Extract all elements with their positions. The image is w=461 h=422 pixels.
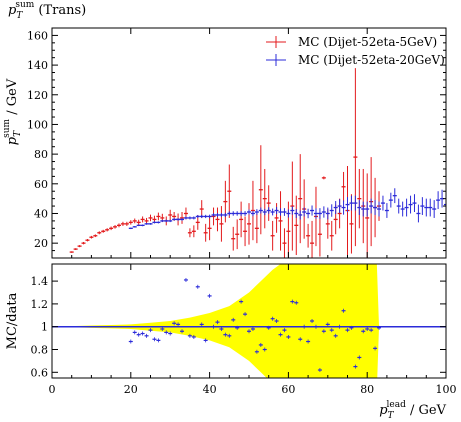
upper-ytick-label-5: 120: [27, 89, 48, 102]
x-tick-label-1: 20: [124, 383, 138, 396]
legend-label-20gev: MC (Dijet-52eta-20GeV): [298, 53, 445, 67]
x-label-sup: lead: [387, 400, 407, 410]
legend-entry-5gev: MC (Dijet-52eta-5GeV): [266, 35, 437, 49]
upper-ytick-label-1: 40: [34, 207, 48, 220]
upper-y-axis-label: pTsum / GeV: [2, 78, 23, 145]
upper-y-label-rest: / GeV: [5, 78, 20, 119]
upper-ytick-label-0: 20: [34, 237, 48, 250]
ratio-ytick-label-2: 1: [41, 321, 48, 334]
upper-y-label-main: p: [5, 136, 20, 145]
x-tick-label-4: 80: [360, 383, 374, 396]
ratio-ytick-label-3: 1.2: [31, 298, 49, 311]
upper-ytick-label-3: 80: [34, 148, 48, 161]
figure-title-sup: sum: [15, 0, 34, 10]
x-tick-label-2: 40: [203, 383, 217, 396]
upper-ytick-label-4: 100: [27, 118, 48, 131]
x-label-main: p: [379, 403, 388, 418]
x-tick-label-5: 100: [436, 383, 457, 396]
ratio-ytick-label-1: 0.8: [31, 344, 49, 357]
upper-ytick-label-2: 60: [34, 178, 48, 191]
upper-series-group: [69, 68, 446, 258]
upper-ytick-label-6: 140: [27, 59, 48, 72]
upper-ytick-label-7: 160: [27, 29, 48, 42]
upper-y-label-sub: T: [13, 130, 23, 137]
legend-label-5gev: MC (Dijet-52eta-5GeV): [298, 35, 437, 49]
x-tick-label-0: 0: [49, 383, 56, 396]
ratio-ytick-label-0: 0.6: [31, 366, 49, 379]
x-tick-label-3: 60: [281, 383, 295, 396]
x-label-sub: T: [388, 411, 395, 421]
figure-title-sub: T: [16, 11, 23, 21]
upper-y-label-sup: sum: [2, 118, 12, 137]
ratio-ytick-label-4: 1.4: [31, 275, 49, 288]
figure-title: pTsum (Trans): [8, 0, 86, 21]
x-axis-label: pTlead / GeV: [379, 400, 446, 421]
figure-title-rest: (Trans): [34, 3, 86, 18]
ratio-y-axis-label: MC/data: [5, 292, 20, 349]
ratio-panel: 0.6 0.8 1 1.2 1.4 0 20 40 60 80 100: [31, 263, 457, 396]
x-label-rest: / GeV: [406, 403, 447, 418]
mc-uncertainty-band: [52, 264, 380, 378]
legend-entry-20gev: MC (Dijet-52eta-20GeV): [266, 53, 445, 67]
upper-panel: 20 40 60 80 100 120 140 160: [27, 27, 447, 259]
legend: MC (Dijet-52eta-5GeV) MC (Dijet-52eta-20…: [266, 35, 445, 67]
figure-title-main: p: [8, 3, 17, 18]
